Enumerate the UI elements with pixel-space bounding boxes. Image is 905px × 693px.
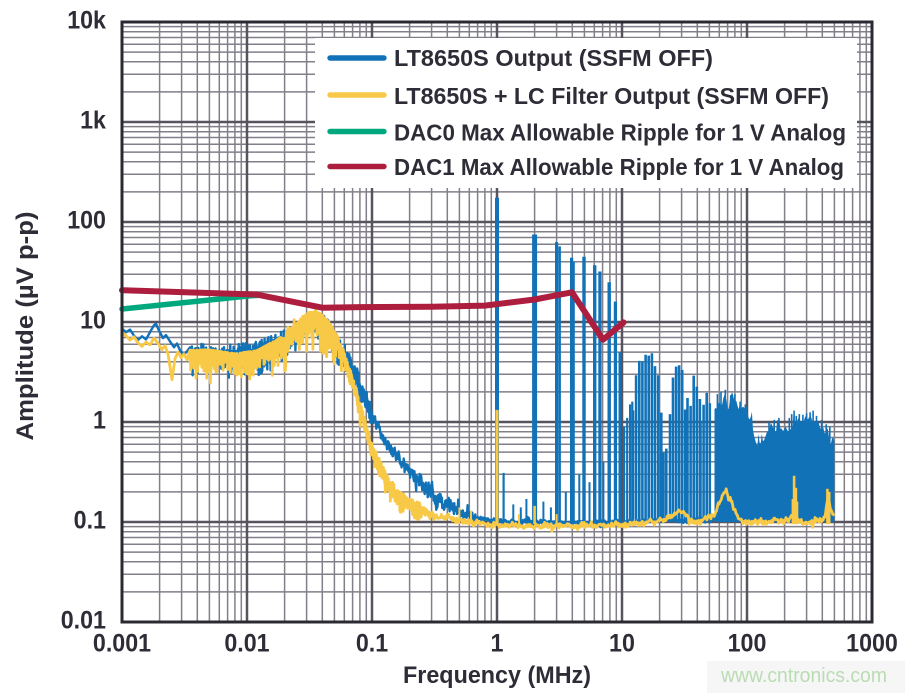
svg-text:1k: 1k [80, 107, 106, 135]
svg-text:1: 1 [491, 630, 504, 658]
svg-text:Amplitude (µV p-p): Amplitude (µV p-p) [12, 212, 39, 441]
svg-text:www.cntronics.com: www.cntronics.com [720, 664, 887, 687]
svg-text:0.1: 0.1 [356, 630, 388, 658]
svg-text:0.01: 0.01 [61, 607, 106, 635]
svg-text:LT8650S + LC Filter Output (SS: LT8650S + LC Filter Output (SSFM OFF) [394, 83, 829, 109]
svg-text:100: 100 [67, 207, 106, 235]
svg-text:DAC1 Max Allowable Ripple for: DAC1 Max Allowable Ripple for 1 V Analog [394, 154, 844, 180]
svg-text:1: 1 [93, 407, 106, 435]
svg-text:1000: 1000 [846, 630, 898, 658]
svg-text:10: 10 [80, 307, 106, 335]
svg-text:0.1: 0.1 [74, 507, 106, 535]
svg-text:100: 100 [728, 630, 767, 658]
svg-text:10: 10 [609, 630, 635, 658]
svg-text:Frequency (MHz): Frequency (MHz) [403, 662, 591, 689]
svg-text:0.001: 0.001 [93, 630, 151, 658]
svg-text:0.01: 0.01 [224, 630, 269, 658]
svg-text:LT8650S Output (SSFM OFF): LT8650S Output (SSFM OFF) [394, 45, 713, 71]
svg-text:DAC0 Max Allowable Ripple for: DAC0 Max Allowable Ripple for 1 V Analog [394, 119, 846, 145]
svg-text:10k: 10k [67, 7, 106, 35]
